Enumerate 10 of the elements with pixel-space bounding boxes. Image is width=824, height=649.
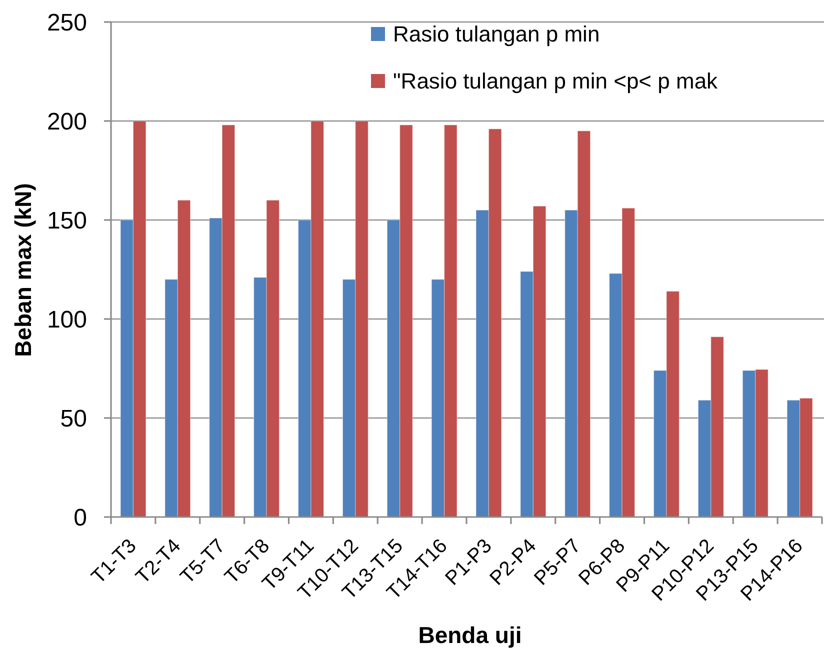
y-axis-title: Beban max (kN): [10, 183, 36, 357]
y-tick-label: 200: [46, 108, 87, 136]
x-axis-title: Benda uji: [418, 622, 522, 648]
y-tick-label: 50: [60, 405, 87, 432]
legend-label: Rasio tulangan p min: [393, 22, 600, 47]
y-tick-label: 0: [74, 504, 87, 532]
legend-label: "Rasio tulangan p min <p< p mak: [393, 68, 719, 94]
y-tick-label: 150: [46, 207, 87, 234]
y-tick-label: 100: [46, 306, 87, 334]
y-tick-label: 250: [46, 9, 87, 36]
